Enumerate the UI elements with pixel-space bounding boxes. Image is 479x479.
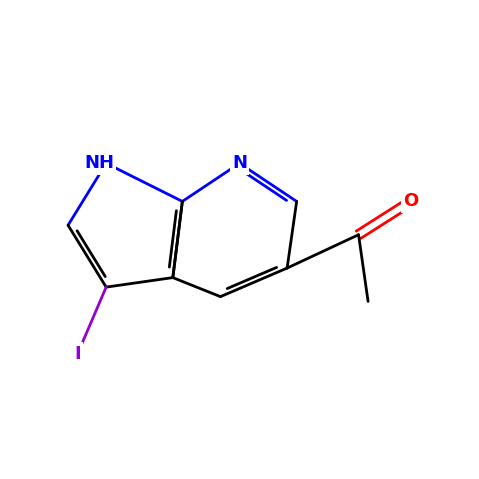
Text: N: N: [232, 154, 247, 172]
Text: O: O: [403, 193, 419, 210]
Text: NH: NH: [84, 154, 114, 172]
Text: I: I: [74, 345, 81, 363]
